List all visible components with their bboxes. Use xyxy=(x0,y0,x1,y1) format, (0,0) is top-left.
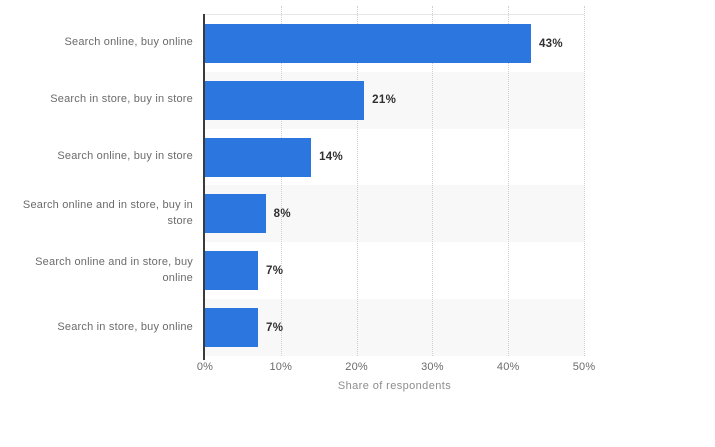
category-label: Search in store, buy in store xyxy=(50,92,193,105)
category-label: Search online, buy online xyxy=(64,35,193,48)
x-tick-label: 30% xyxy=(421,361,444,373)
gridline xyxy=(584,6,585,356)
plot-area: 43% 21% 14% 8% 7% 7% xyxy=(203,6,585,360)
category-labels: Search online, buy online Search in store… xyxy=(0,14,193,356)
bar[interactable] xyxy=(205,24,531,63)
gridline xyxy=(280,6,282,356)
gridline xyxy=(356,6,358,356)
bar[interactable] xyxy=(205,308,259,348)
y-axis-line xyxy=(203,14,205,360)
category-label: Search in store, buy online xyxy=(57,320,193,333)
chart-row: 7% xyxy=(205,299,584,356)
x-axis-ticks: 0% 10% 20% 30% 40% 50% xyxy=(197,361,595,375)
chart-rows: 43% 21% 14% 8% 7% 7% xyxy=(205,15,584,356)
value-label: 21% xyxy=(372,94,397,107)
x-tick-label: 0% xyxy=(196,361,214,373)
value-label: 7% xyxy=(266,321,284,334)
chart-row: 7% xyxy=(205,242,584,299)
x-axis-title: Share of respondents xyxy=(337,380,452,392)
chart-row: 21% xyxy=(205,71,584,129)
gridline xyxy=(508,6,510,356)
chart-row: 14% xyxy=(205,129,584,186)
value-label: 8% xyxy=(273,207,291,220)
category-label: Search online, buy in store xyxy=(57,149,193,162)
value-label: 43% xyxy=(538,37,563,50)
bar[interactable] xyxy=(205,80,365,120)
chart-row: 43% xyxy=(205,15,584,72)
category-label: Search online and in store, buy in store xyxy=(22,198,193,227)
x-tick-label: 20% xyxy=(345,361,368,373)
gridline xyxy=(432,6,434,356)
x-tick-label: 40% xyxy=(496,361,520,373)
value-label: 7% xyxy=(266,264,284,277)
category-label: Search online and in store, buy online xyxy=(35,255,193,284)
x-tick-label: 10% xyxy=(269,361,293,373)
value-label: 14% xyxy=(319,151,344,164)
bar[interactable] xyxy=(205,137,312,177)
x-tick-label: 50% xyxy=(572,361,596,373)
bar[interactable] xyxy=(205,194,266,234)
chart-row: 8% xyxy=(205,185,584,243)
bar[interactable] xyxy=(205,251,259,291)
